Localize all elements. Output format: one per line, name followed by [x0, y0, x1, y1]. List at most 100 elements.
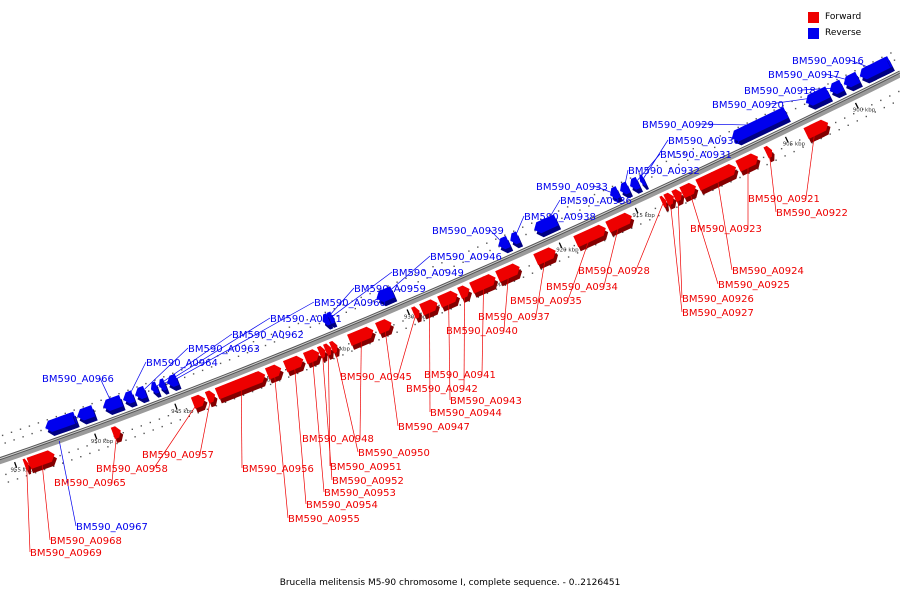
lane-dot [116, 442, 118, 445]
lane-dot [622, 231, 624, 233]
gene-label: BM590_A0941 [424, 370, 496, 381]
lane-dot [477, 296, 479, 298]
lane-dot [498, 245, 500, 248]
gene-highlight [329, 341, 334, 345]
lane-dot [215, 405, 218, 407]
leader-line [273, 371, 289, 519]
leader-line [688, 189, 719, 285]
gene-face [829, 79, 845, 95]
gene-highlight [375, 319, 386, 326]
lane-dot [420, 312, 422, 314]
gene-face [204, 390, 216, 404]
lane-dot [109, 396, 111, 398]
lane-dot [865, 115, 867, 118]
lane-dot [880, 99, 882, 102]
lane-dot [91, 402, 93, 405]
gene-highlight [679, 182, 690, 190]
lane-dot [459, 304, 461, 306]
gene-highlight [510, 233, 513, 243]
gene-face [498, 235, 511, 250]
legend-forward-label: Forward [825, 12, 862, 22]
leader-line [825, 73, 851, 82]
gene-highlight [303, 349, 314, 356]
leader-line [293, 362, 307, 505]
gene-face [533, 247, 556, 266]
lane-dot [71, 459, 73, 461]
lane-dot [279, 380, 281, 382]
lane-dot [757, 168, 759, 170]
leader-line [463, 291, 465, 389]
gene-label: BM590_A0951 [330, 462, 402, 473]
lane-dot [486, 242, 488, 244]
label-bm590_a0944: BM590_A0944 [429, 306, 502, 419]
reverse-gene-bm590_a0929 [731, 106, 791, 146]
lane-dot [140, 425, 142, 427]
leader-line [633, 153, 661, 185]
lane-dot [273, 341, 276, 343]
lane-dot [131, 428, 133, 430]
lane-dot [423, 269, 425, 272]
lane-dot [288, 376, 290, 378]
lane-dot [100, 399, 102, 401]
gene-label: BM590_A0918 [744, 86, 816, 97]
gene-face [283, 355, 304, 373]
lane-dot [16, 478, 19, 480]
leader-line [58, 440, 77, 527]
lane-dot [558, 260, 561, 262]
lane-dot [432, 266, 434, 268]
gene-label: BM590_A0935 [510, 296, 582, 307]
lane-dot [602, 189, 605, 192]
lane-dot [324, 361, 326, 363]
tick-mark [854, 102, 859, 109]
forward-gene-bm590_a0948 [347, 326, 376, 350]
forward-gene-bm590_a0937 [533, 247, 559, 270]
lane-dot [1, 434, 4, 437]
lane-dot [269, 383, 272, 386]
lane-dot [336, 315, 338, 317]
gene-face [347, 326, 374, 346]
label-bm590_a0925: BM590_A0925 [688, 189, 790, 291]
legend-reverse: Reverse [808, 26, 861, 40]
lane-dot [127, 389, 129, 391]
lane-dot [504, 284, 507, 286]
lane-dot [856, 120, 858, 122]
lane-dot [570, 213, 572, 215]
gene-face [731, 106, 789, 142]
reverse-gene-extra [77, 405, 98, 425]
gene-highlight [411, 306, 416, 311]
lane-dot [197, 412, 199, 414]
lane-dot [333, 357, 335, 360]
leader-line [139, 347, 189, 394]
lane-dot [692, 148, 694, 150]
lane-dot [387, 285, 389, 287]
tick-mark [174, 403, 178, 410]
gene-label: BM590_A0965 [54, 478, 126, 489]
reverse-gene-bm590_a0960 [167, 373, 182, 391]
lane-dot [107, 446, 109, 448]
lane-dot [654, 207, 657, 210]
lane-dot [345, 311, 347, 313]
label-bm590_a0958: BM590_A0958 [96, 400, 200, 475]
backbone-highlight [0, 71, 900, 460]
lane-dot [199, 362, 201, 364]
lane-dot [584, 198, 587, 200]
lane-dot [685, 202, 687, 204]
gene-highlight [695, 164, 730, 183]
label-bm590_a0932: BM590_A0932 [623, 166, 700, 189]
gene-label: BM590_A0927 [682, 308, 754, 319]
gene-label: BM590_A0937 [478, 312, 550, 323]
gene-face [763, 145, 773, 159]
label-bm590_a0936: BM590_A0936 [544, 196, 632, 225]
forward-gene-bm590_a0958 [190, 394, 208, 413]
label-bm590_a0963: BM590_A0963 [139, 344, 260, 394]
reverse-gene-bm590_a0932 [620, 181, 633, 199]
lane-dot [23, 467, 25, 469]
gene-label: BM590_A0950 [358, 448, 430, 459]
leader-line [503, 271, 510, 331]
lane-dot [405, 277, 407, 279]
lane-dot [730, 181, 732, 183]
lane-dot [678, 163, 680, 166]
lane-dot [53, 465, 55, 467]
lane-dot [411, 316, 413, 318]
lane-dot [604, 239, 606, 242]
